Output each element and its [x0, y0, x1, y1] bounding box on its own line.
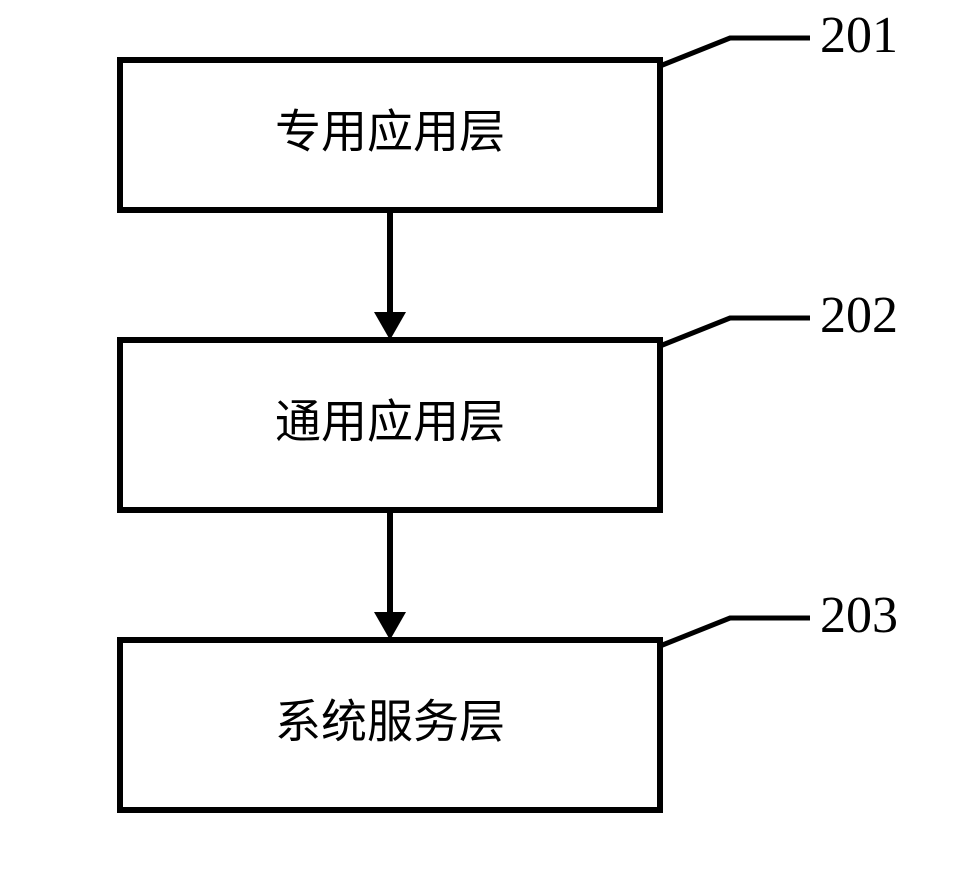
ref-number-n2: 202	[820, 287, 898, 344]
flowchart-svg: 专用应用层通用应用层系统服务层 201 202 203	[0, 0, 959, 893]
leader-line-n3	[660, 618, 810, 646]
layer-label-n1: 专用应用层	[275, 107, 505, 158]
ref-number-n3: 203	[820, 587, 898, 644]
ref-number-n1: 201	[820, 7, 898, 64]
leader-line-n2	[660, 318, 810, 346]
arrow-head-n1-n2	[374, 312, 406, 340]
arrow-head-n2-n3	[374, 612, 406, 640]
layer-label-n2: 通用应用层	[275, 397, 505, 448]
leader-line-n1	[660, 38, 810, 66]
layer-label-n3: 系统服务层	[275, 697, 505, 748]
